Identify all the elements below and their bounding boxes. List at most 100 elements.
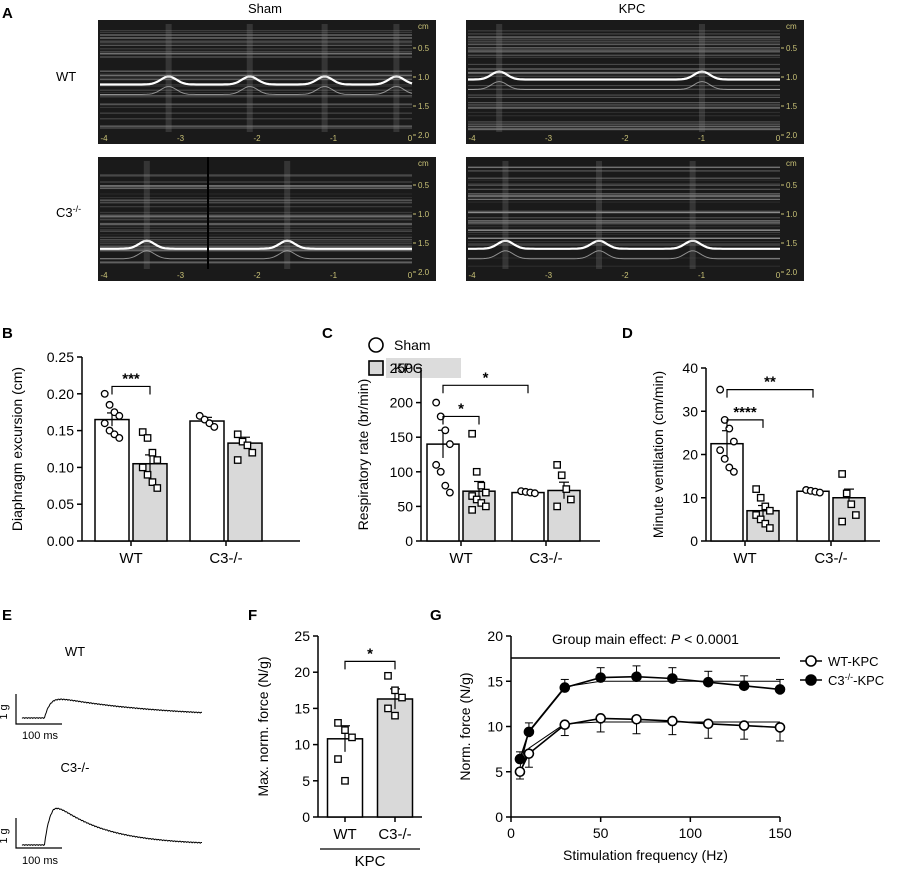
G-legend-label-wt: WT-KPC — [828, 654, 879, 669]
B-bar — [189, 420, 225, 542]
mmode-wt-kpc: cm 0.5 1.0 1.5 2.0 -4 -3 -2 -1 0 — [466, 20, 804, 144]
legend-kpc-background — [386, 358, 461, 378]
D-data-point — [756, 493, 765, 502]
mmode-wt-sham-time-tick-label: -1 — [330, 134, 338, 143]
G-y-tick-label: 10 — [487, 719, 503, 735]
B-data-point — [243, 441, 252, 450]
mmode-c3-kpc-depth-tick-label: 0.5 — [786, 181, 798, 190]
D-data-point — [756, 515, 765, 524]
C-significance-bracket — [442, 415, 480, 425]
D-y-tick-label: 40 — [682, 360, 698, 376]
B-bar — [94, 418, 130, 542]
D-y-label: Minute ventilation (cm/min) — [650, 371, 666, 538]
C-data-point — [432, 398, 441, 407]
C-data-point — [468, 429, 476, 438]
C-bar — [511, 491, 545, 542]
panel-e-force-traces: WT C3-/- 1 g 100 ms 1 g 100 ms — [0, 644, 203, 867]
C-data-point — [468, 506, 476, 514]
mmode-c3-kpc-depth-unit: cm — [786, 159, 797, 168]
mmode-wt-sham-depth-tick-label: 1.0 — [418, 73, 430, 82]
mmode-c3-kpc: cm 0.5 1.0 1.5 2.0 -4 -3 -2 -1 0 — [466, 157, 804, 281]
D-data-point — [838, 517, 846, 526]
panel-a-title-kpc: KPC — [619, 1, 646, 16]
G-data-point — [738, 680, 750, 692]
B-data-point — [233, 430, 242, 439]
mmode-c3-kpc-time-tick-label: -2 — [621, 271, 629, 280]
mmode-c3-sham-echo-line — [100, 250, 412, 260]
mmode-wt-kpc-depth-tick-label: 2.0 — [786, 131, 798, 140]
D-data-point — [766, 506, 774, 515]
G-x-tick-label: 150 — [768, 825, 792, 841]
D-data-point — [842, 489, 851, 498]
legend-bc: Sham KPC — [368, 337, 461, 378]
mmode-wt-sham-depth-tick-label: 0.5 — [418, 44, 430, 53]
G-data-point — [702, 718, 714, 730]
D-data-point — [716, 385, 725, 394]
C-data-point — [482, 502, 490, 511]
scalebar-c3-lines — [15, 818, 62, 849]
B-data-point — [143, 434, 152, 442]
F-significance-label: * — [367, 645, 373, 662]
panel-a-row-label-c3: C3-/- — [56, 204, 81, 220]
F-y-tick-label: 25 — [294, 628, 310, 644]
B-significance-bracket — [111, 385, 151, 395]
G-data-point — [595, 672, 606, 683]
F-significance-bracket — [344, 660, 396, 670]
trace-wt-scalebar: 1 g 100 ms — [0, 694, 62, 742]
mmode-wt-sham-breath-artifact — [393, 24, 400, 132]
C-y-tick-label: 100 — [390, 464, 414, 480]
C-data-point — [441, 481, 450, 490]
mmode-wt-kpc-diaphragm-line — [468, 70, 780, 81]
mmode-c3-kpc-breath-artifact — [689, 161, 696, 269]
mmode-c3-kpc-time-tick-label: -4 — [468, 271, 476, 280]
D-significance-bracket — [726, 419, 764, 428]
scalebar-wt-y-label: 1 g — [0, 704, 10, 719]
C-y-tick-label: 250 — [390, 360, 414, 376]
D-data-point — [720, 454, 729, 463]
mmode-wt-kpc-echo-line — [468, 80, 780, 90]
D-data-point — [761, 519, 770, 528]
mmode-c3-sham-depth-tick-label: 0.5 — [418, 181, 430, 190]
C-data-point — [562, 485, 571, 493]
G-data-point — [631, 713, 642, 725]
mmode-wt-kpc-time-tick-label: -2 — [621, 134, 629, 143]
D-data-point — [729, 437, 738, 446]
D-x-tick-label: WT — [733, 550, 756, 567]
F-data-point — [334, 719, 342, 727]
C-x-tick-label: C3-/- — [529, 550, 562, 567]
C-data-point — [482, 488, 490, 497]
C-y-tick-label: 200 — [390, 395, 414, 411]
C-data-point — [436, 467, 445, 476]
mmode-c3-sham-time-tick-label: -4 — [100, 271, 108, 280]
scalebar-wt-lines — [15, 694, 62, 725]
G-legend-marker-wt — [805, 655, 817, 667]
B-y-tick-label: 0.00 — [47, 533, 74, 549]
mmode-wt-kpc-background — [466, 20, 804, 144]
F-y-tick-label: 20 — [294, 664, 310, 680]
F-x-tick-label: C3-/- — [378, 826, 411, 843]
B-data-point — [100, 419, 109, 428]
F-y-label: Max. norm. force (N/g) — [255, 656, 271, 796]
chart-b-diaphragm-excursion: 0.00 0.05 0.10 0.15 0.20 0.25 Diaphragm excurs… — [9, 349, 300, 567]
C-data-point — [557, 471, 566, 480]
B-y-tick-label: 0.20 — [47, 386, 74, 402]
mmode-c3-kpc-breath-artifact — [596, 161, 603, 269]
mmode-c3-kpc-depth-tick-label: 2.0 — [786, 268, 798, 277]
mmode-wt-kpc-breath-artifact — [699, 24, 705, 132]
D-significance-label: ** — [764, 374, 776, 391]
F-y-tick-label: 10 — [294, 737, 310, 753]
C-y-label: Respiratory rate (br/min) — [355, 379, 371, 531]
D-data-point — [815, 488, 824, 497]
mmode-c3-sham-time-tick-label: -2 — [253, 271, 261, 280]
D-data-point — [752, 511, 760, 519]
panel-a-row-label-wt: WT — [56, 69, 76, 84]
G-data-point — [702, 676, 714, 688]
mmode-wt-sham-time-tick-label: 0 — [408, 134, 413, 143]
chart-c-respiratory-rate: 0 50 100 150 200 250 Respiratory rate (br/min)… — [355, 360, 600, 567]
G-y-label: Norm. force (N/g) — [457, 672, 473, 780]
B-data-point — [148, 448, 157, 457]
panel-label-e: E — [2, 607, 12, 624]
mmode-c3-sham-time-tick-label: -3 — [177, 271, 185, 280]
scalebar-wt-x-label: 100 ms — [22, 730, 59, 742]
